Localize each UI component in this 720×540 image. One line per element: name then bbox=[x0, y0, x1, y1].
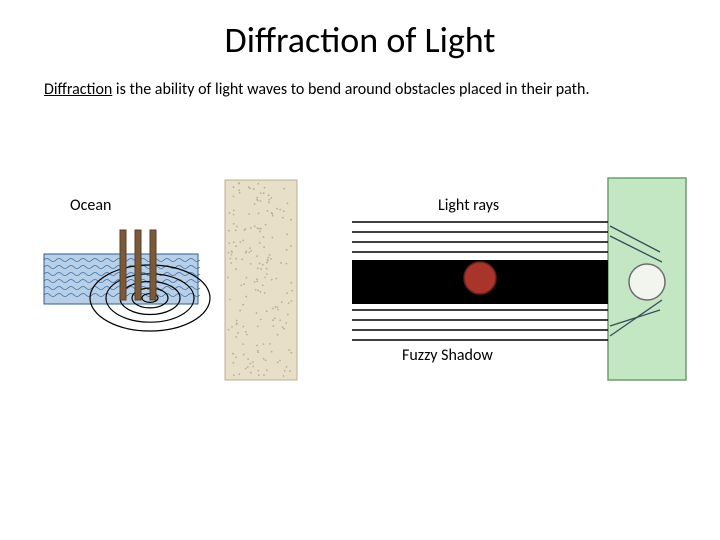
light-rays-label: Light rays bbox=[438, 196, 499, 215]
page-title: Diffraction of Light bbox=[0, 0, 720, 62]
beach-label: Beach bbox=[228, 196, 268, 215]
fuzzy-shadow-label: Fuzzy Shadow bbox=[402, 346, 493, 365]
definition-text: Diffraction is the ability of light wave… bbox=[0, 62, 720, 100]
definition-rest: is the ability of light waves to bend ar… bbox=[112, 80, 589, 99]
ocean-label: Ocean bbox=[70, 196, 111, 215]
definition-term: Diffraction bbox=[44, 80, 112, 99]
